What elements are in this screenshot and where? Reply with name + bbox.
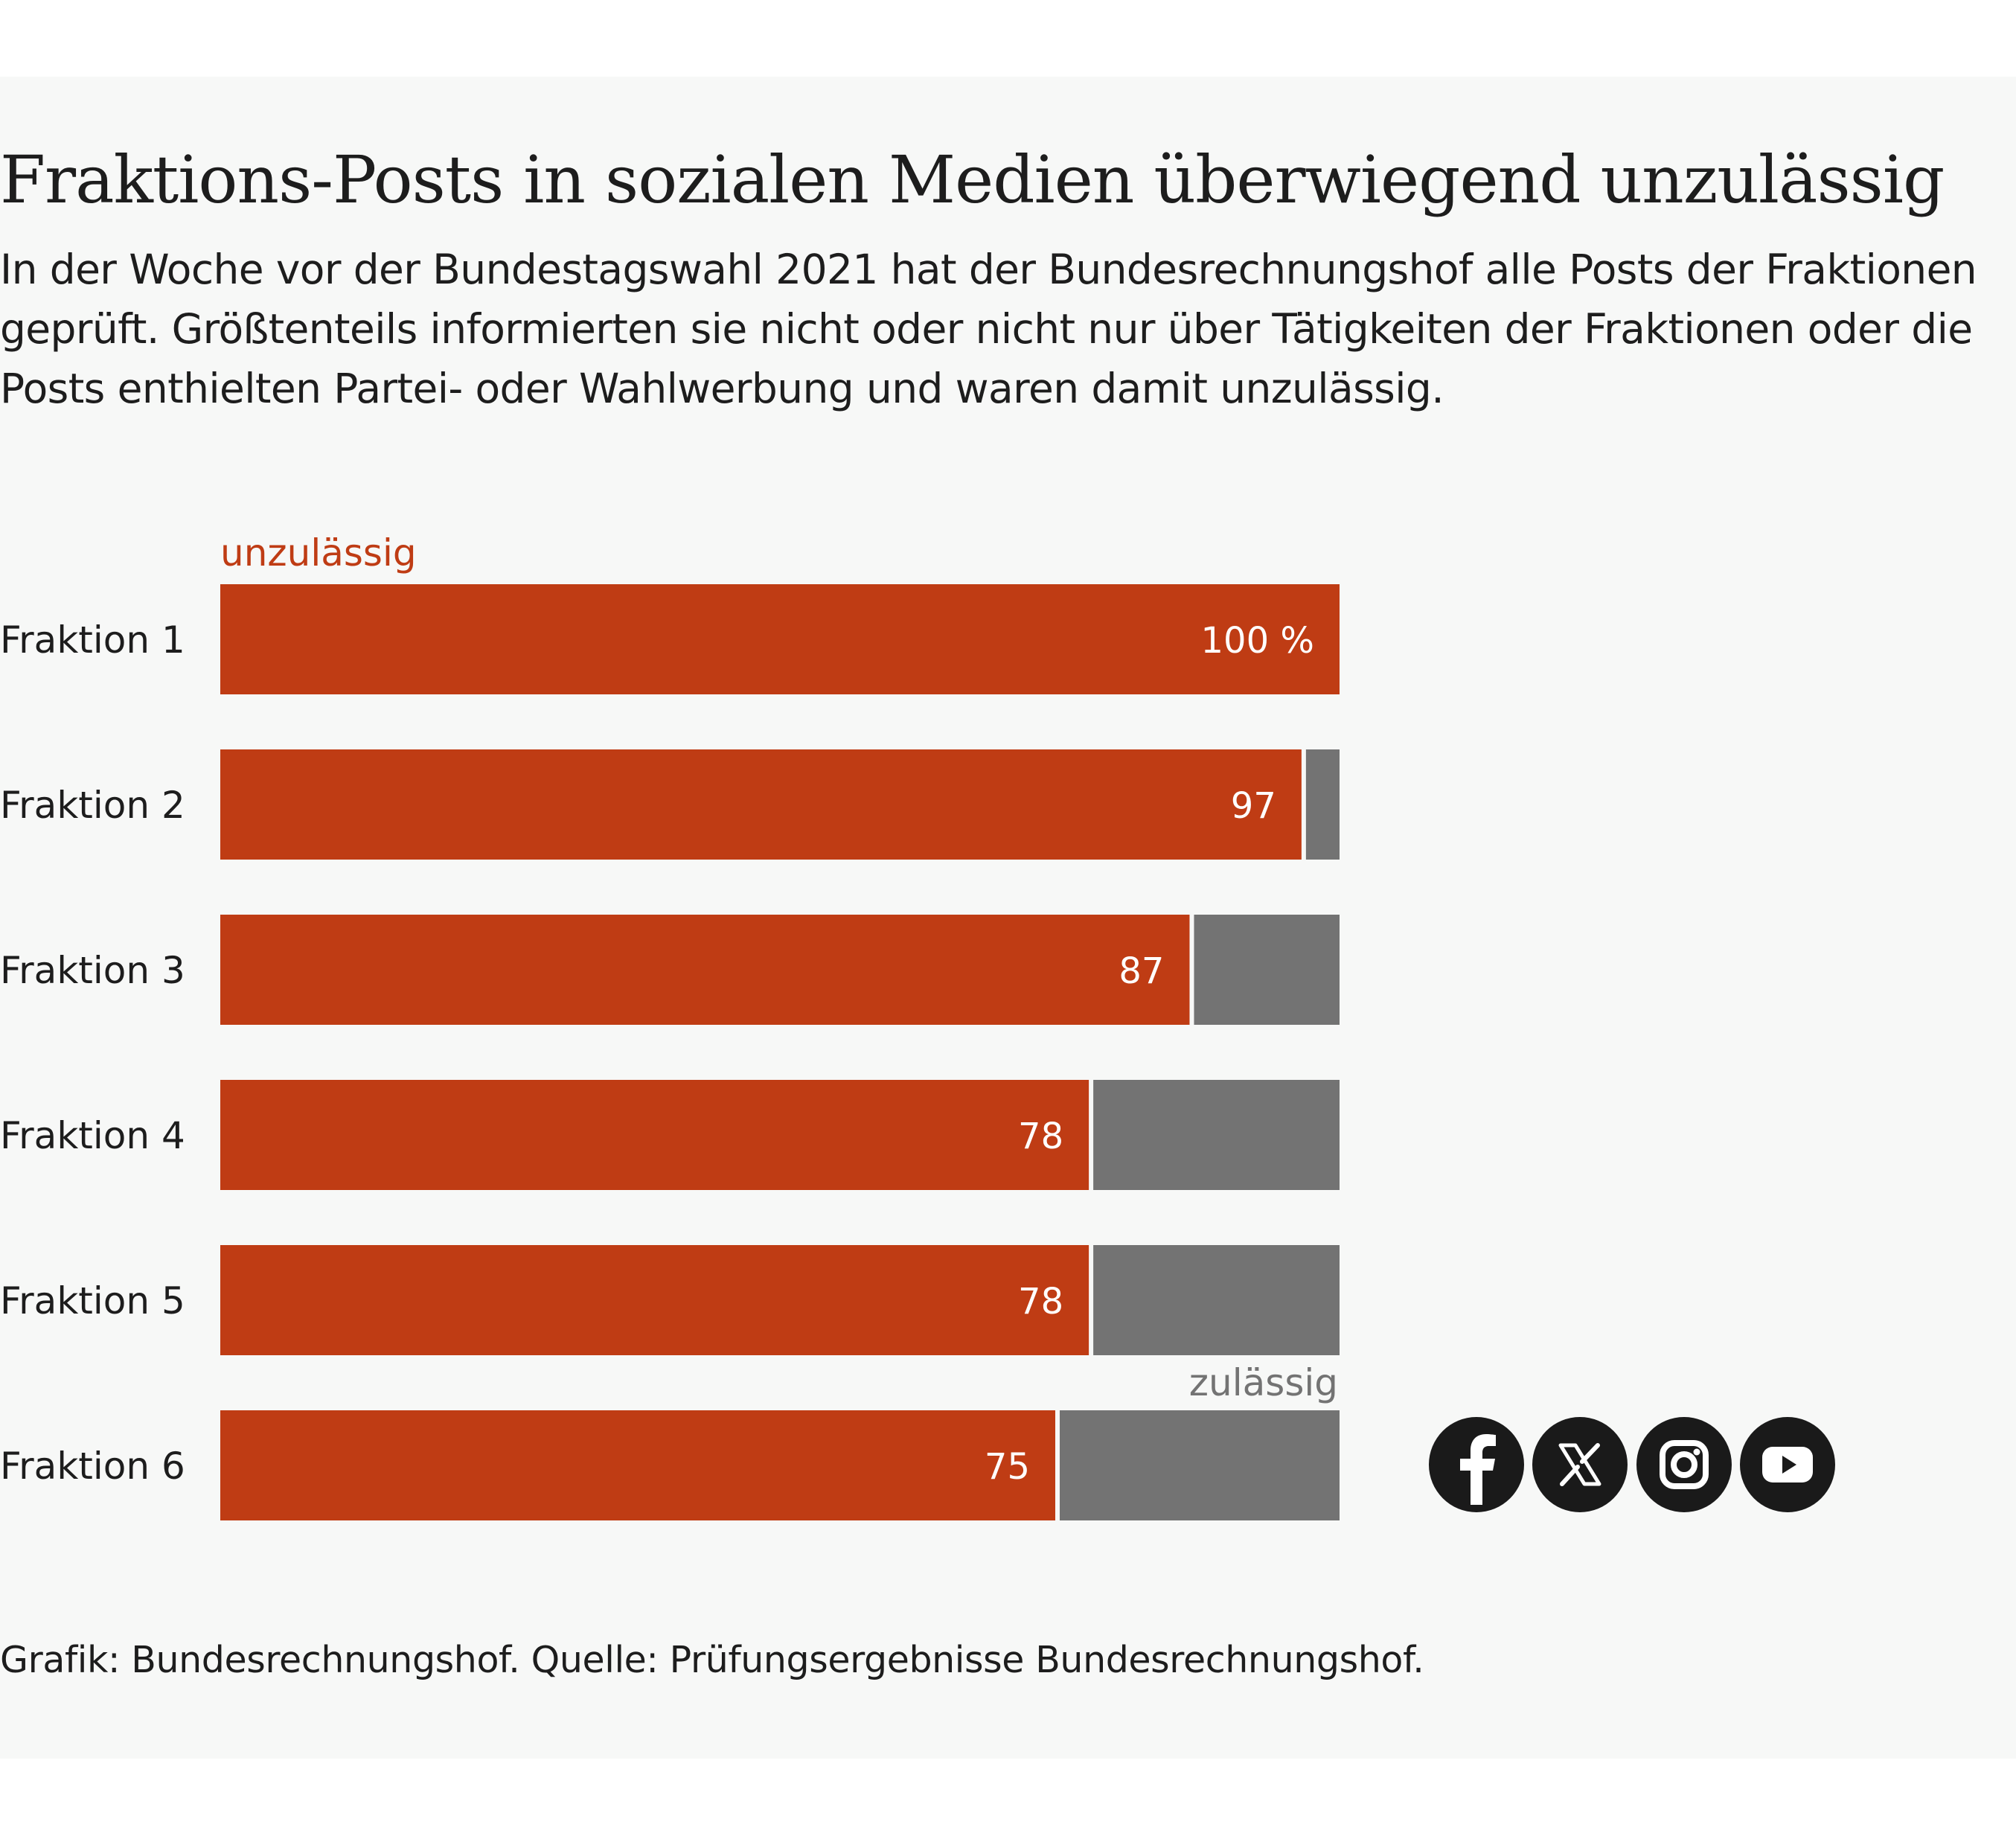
bar-unzulaessig [220,1080,1089,1190]
category-label: Fraktion 2 [0,784,185,827]
chart-title: Fraktions-Posts in sozialen Medien überw… [0,141,1945,218]
youtube-button[interactable] [1740,1417,1835,1512]
bar-zulaessig [1093,1245,1340,1355]
chart-subtitle: In der Woche vor der Bundestagswahl 2021… [0,246,1977,412]
bar-unzulaessig [220,915,1190,1025]
value-label: 100 % [1201,620,1314,662]
instagram-icon [1660,1440,1709,1489]
x-icon [1558,1443,1601,1486]
bar-unzulaessig [220,1245,1089,1355]
instagram-button[interactable] [1636,1417,1732,1512]
value-label: 87 [1119,950,1164,992]
x-button[interactable] [1532,1417,1628,1512]
bar-unzulaessig [220,584,1340,694]
bar-zulaessig [1060,1410,1340,1520]
series-label-unzulaessig: unzulässig [220,531,417,575]
category-label: Fraktion 1 [0,618,185,662]
value-label: 97 [1231,785,1276,827]
bar-zulaessig [1093,1080,1340,1190]
category-label: Fraktion 4 [0,1114,185,1157]
series-label-zulaessig: zulässig [1189,1361,1338,1404]
category-label: Fraktion 3 [0,949,185,992]
facebook-button[interactable] [1429,1417,1524,1512]
value-label: 78 [1018,1116,1063,1157]
value-label: 75 [985,1446,1030,1488]
facebook-icon [1460,1434,1496,1505]
bar-zulaessig [1194,915,1340,1025]
bar-zulaessig [1305,749,1340,860]
bar-unzulaessig [220,749,1302,860]
category-label: Fraktion 5 [0,1279,185,1322]
youtube-icon [1762,1447,1813,1482]
value-label: 78 [1018,1281,1063,1322]
bar-unzulaessig [220,1410,1055,1520]
category-label: Fraktion 6 [0,1445,185,1488]
source-note: Grafik: Bundesrechnungshof. Quelle: Prüf… [0,1639,1424,1681]
